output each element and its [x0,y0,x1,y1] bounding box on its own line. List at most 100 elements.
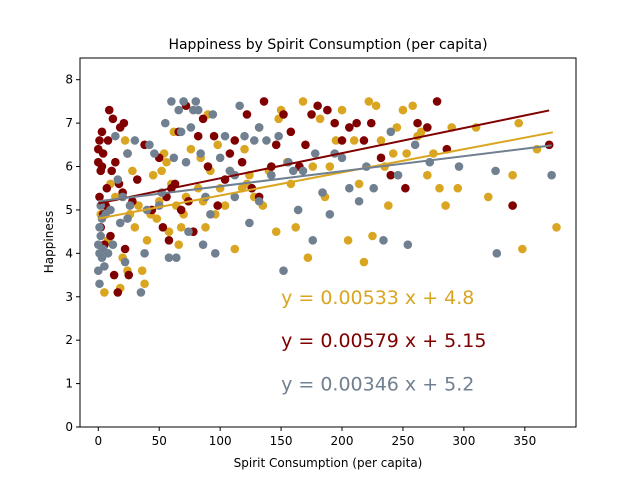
scatter-point-series-1 [508,170,517,180]
scatter-point-series-3 [310,149,320,158]
scatter-point-series-1 [164,227,174,236]
scatter-point-series-2 [176,205,186,215]
scatter-point-series-2 [508,201,517,210]
scatter-point-series-1 [343,236,353,245]
scatter-point-series-3 [254,123,264,132]
scatter-point-series-3 [100,262,109,271]
scatter-point-series-3 [167,97,176,106]
scatter-point-series-2 [352,118,361,128]
scatter-point-series-3 [318,188,327,197]
scatter-point-series-1 [349,136,359,145]
x-tick-label: 350 [513,434,536,448]
scatter-point-series-2 [132,175,142,184]
scatter-point-series-1 [453,183,463,193]
plot-area-frame [79,57,577,428]
fit-equation-series-3: y = 0.00346 x + 5.2 [281,374,474,396]
scatter-point-series-3 [106,205,115,215]
scatter-point-series-1 [376,136,386,145]
scatter-point-series-1 [137,266,147,276]
scatter-point-series-2 [198,114,208,124]
scatter-point-series-3 [298,166,308,176]
x-tick-label: 0 [94,434,102,448]
y-tick-label: 2 [65,333,73,347]
y-tick-label: 8 [65,73,73,87]
scatter-point-series-3 [274,131,283,141]
scatter-point-series-2 [120,244,130,254]
scatter-point-series-1 [174,240,184,249]
scatter-point-series-3 [240,131,249,141]
scatter-point-series-3 [325,209,335,219]
scatter-point-series-1 [142,236,152,245]
scatter-point-series-2 [203,162,213,171]
scatter-point-series-3 [245,218,254,228]
scatter-point-series-3 [93,266,103,276]
scatter-point-series-1 [176,223,186,232]
scatter-point-series-1 [392,123,402,132]
scatter-point-series-3 [150,149,159,158]
scatter-point-series-2 [104,105,114,115]
scatter-point-series-3 [111,131,120,141]
scatter-point-series-1 [130,223,140,232]
scatter-point-series-2 [213,201,223,210]
fit-lines-layer [98,109,554,220]
scatter-point-series-3 [145,140,154,150]
scatter-point-series-3 [169,153,179,163]
scatter-point-series-2 [432,97,442,106]
scatter-point-series-1 [213,140,223,150]
scatter-point-series-1 [152,214,162,223]
scatter-point-series-2 [359,136,369,145]
x-tick-label: 100 [209,434,232,448]
scatter-point-series-3 [95,223,104,232]
scatter-point-series-3 [179,97,188,106]
scatter-point-series-2 [237,157,247,167]
y-tick-label: 1 [65,377,73,391]
scatter-point-series-2 [271,140,281,150]
scatter-point-series-3 [220,131,230,141]
scatter-point-series-3 [267,170,276,180]
equation-labels-layer: y = 0.00533 x + 4.8 y = 0.00579 x + 5.15 y… [281,287,486,396]
scatter-point-series-3 [196,149,205,158]
scatter-point-series-3 [193,105,203,115]
scatter-point-series-1 [162,157,171,167]
scatter-point-series-2 [345,123,354,132]
scatter-point-series-1 [518,244,527,254]
scatter-point-series-2 [209,131,219,141]
scatter-point-series-1 [402,149,411,158]
x-tick-label: 300 [452,434,475,448]
scatter-point-series-3 [191,97,201,106]
scatter-point-series-1 [120,136,130,145]
scatter-point-series-1 [100,288,109,297]
scatter-point-series-3 [249,136,259,145]
scatter-point-series-1 [359,257,369,267]
scatter-point-series-1 [134,201,143,210]
scatter-point-series-2 [97,162,107,171]
scatter-point-series-3 [547,170,556,180]
scatter-point-series-3 [230,192,240,202]
scatter-point-series-1 [140,279,149,289]
scatter-point-series-2 [413,118,422,128]
scatter-point-series-2 [313,101,322,111]
scatter-point-series-3 [235,101,244,111]
scatter-point-series-3 [288,166,298,176]
scatter-point-series-3 [164,253,174,262]
scatter-point-series-1 [441,201,450,210]
scatter-point-series-2 [95,192,104,202]
x-axis-label: Spirit Consumption (per capita) [234,456,423,470]
scatter-point-series-3 [354,196,364,206]
y-tick-label: 5 [65,203,73,217]
scatter-point-series-1 [331,136,341,145]
scatter-point-series-1 [291,223,301,232]
x-tick-label: 50 [152,434,167,448]
x-tick-label: 200 [331,434,354,448]
scatter-point-series-1 [220,201,230,210]
scatter-point-series-2 [103,136,113,145]
scatter-point-series-2 [107,166,116,176]
x-tick-label: 250 [391,434,414,448]
scatter-point-series-2 [279,110,288,119]
scatter-point-series-2 [323,105,332,115]
scatter-point-series-1 [398,105,408,115]
scatter-point-series-3 [123,149,132,158]
scatter-point-series-2 [386,170,396,180]
scatter-point-series-2 [330,118,340,128]
y-tick-label: 0 [65,420,73,434]
